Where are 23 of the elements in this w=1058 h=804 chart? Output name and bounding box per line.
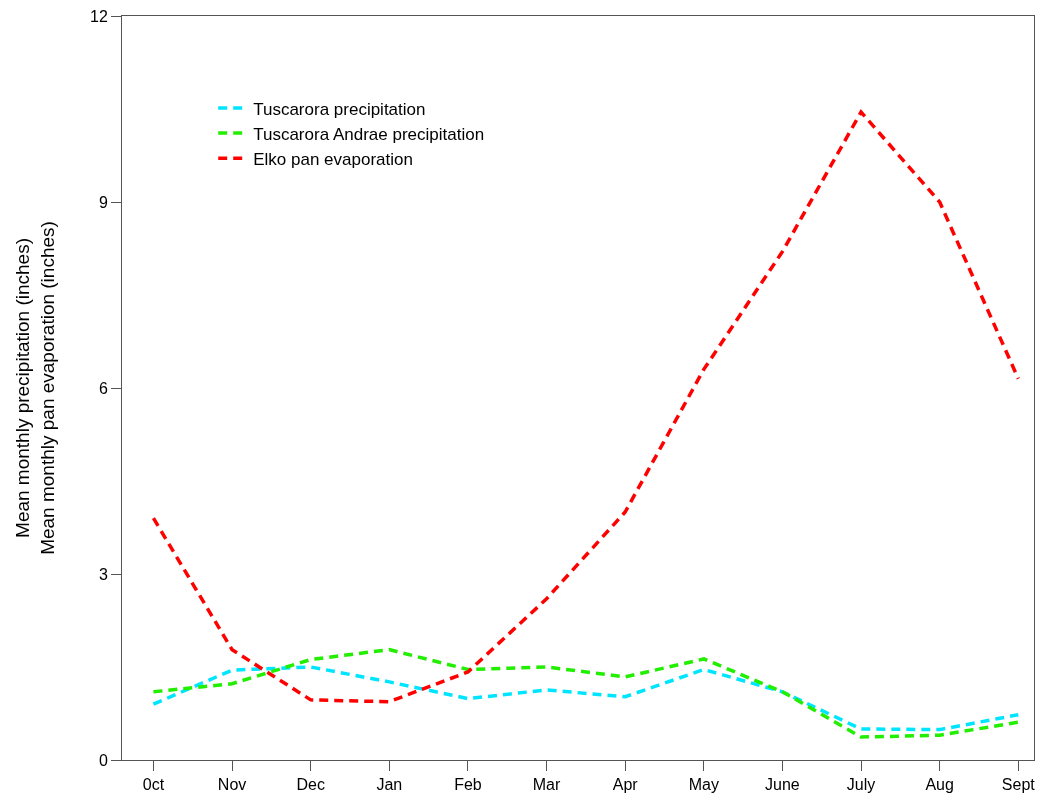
y-axis-title: Mean monthly precipitation (inches) Mean monthly pan evaporation (inches) [12, 221, 58, 555]
x-tick-label: Jan [376, 776, 403, 794]
legend-label: Tuscarora precipitation [253, 99, 426, 119]
y-tick-label: 9 [98, 193, 108, 211]
x-tick-label: Dec [296, 776, 325, 794]
line-series [151, 665, 1021, 732]
x-tick-label: Sept [1001, 776, 1036, 794]
y-tick-label: 3 [98, 565, 108, 583]
y-tick-label: 6 [98, 379, 108, 397]
legend-label: Tuscarora Andrae precipitation [253, 124, 485, 144]
y-tick-label: 0 [98, 751, 108, 769]
x-tick-label: Nov [217, 776, 247, 794]
legend-label: Elko pan evaporation [253, 149, 413, 169]
y-tick-label: 12 [90, 7, 108, 25]
x-tick-label: Feb [454, 776, 482, 794]
x-tick-label: July [846, 776, 876, 794]
x-tick-label: 0ct [142, 776, 165, 794]
x-tick-label: Mar [532, 776, 561, 794]
x-tick-label: June [765, 776, 800, 794]
x-tick-label: Apr [612, 776, 639, 794]
line-series [151, 647, 1021, 739]
x-tick-label: Aug [925, 776, 954, 794]
x-tick-label: May [688, 776, 719, 794]
